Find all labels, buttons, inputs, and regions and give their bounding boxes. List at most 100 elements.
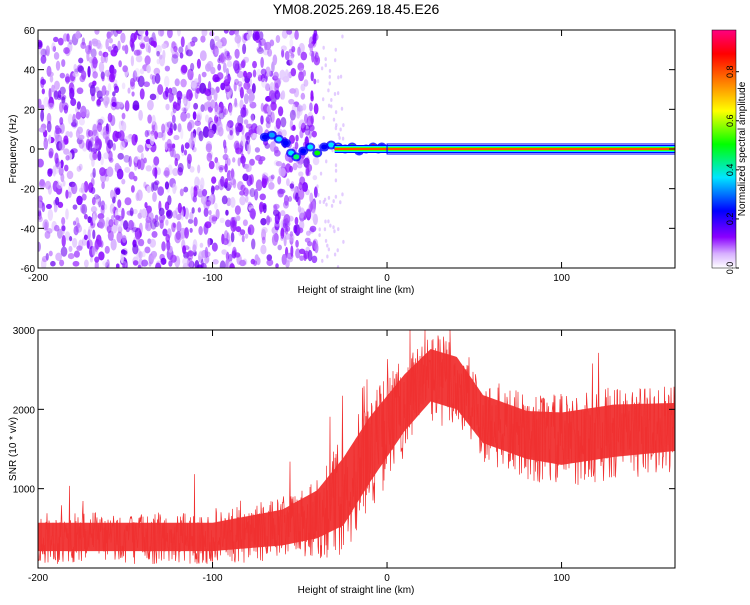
background-blob [39, 47, 44, 58]
background-blob [293, 224, 298, 234]
background-blob [72, 237, 78, 248]
background-blob [38, 216, 43, 223]
background-blob [155, 91, 160, 101]
background-blob [187, 42, 191, 50]
background-blob [218, 164, 225, 171]
background-blob [260, 244, 267, 255]
background-blob [218, 178, 225, 191]
background-blob [289, 183, 295, 189]
background-blob [214, 185, 220, 191]
background-blob [188, 260, 195, 268]
background-blob [141, 250, 146, 258]
spectrogram-xlabel: Height of straight line (km) [298, 285, 415, 296]
background-blob [209, 31, 215, 37]
background-blob [60, 173, 65, 183]
background-blob [76, 165, 82, 172]
background-blob [228, 91, 232, 99]
background-blob [219, 217, 225, 224]
background-blob [53, 36, 59, 43]
background-blob [277, 244, 282, 251]
background-blob [340, 106, 344, 111]
x-tick-label: 100 [553, 573, 570, 584]
background-blob [231, 250, 237, 259]
background-blob [141, 208, 148, 219]
background-blob [205, 199, 211, 207]
background-blob [76, 222, 81, 229]
background-blob [96, 98, 101, 106]
background-blob [211, 242, 218, 252]
background-blob [97, 240, 102, 248]
background-blob [201, 71, 207, 78]
background-blob [78, 117, 85, 126]
background-blob [270, 174, 275, 180]
background-blob [280, 167, 286, 177]
x-tick-label: -200 [28, 273, 48, 284]
background-blob [91, 245, 96, 257]
background-blob [270, 101, 277, 111]
background-blob [312, 175, 318, 181]
background-blob [115, 214, 121, 221]
background-blob [180, 111, 188, 122]
background-blob [108, 219, 114, 228]
background-blob [166, 121, 174, 129]
background-blob [59, 259, 65, 267]
background-blob [220, 175, 225, 187]
background-blob [52, 180, 59, 193]
background-blob [47, 97, 55, 110]
transition-blob-core [328, 142, 335, 148]
background-blob [313, 78, 317, 85]
background-blob [332, 199, 335, 204]
background-blob [266, 215, 271, 226]
background-blob [94, 30, 100, 35]
background-blob [330, 98, 333, 103]
background-blob [194, 78, 199, 84]
background-blob [332, 117, 336, 122]
background-blob [298, 71, 305, 82]
background-blob [118, 130, 125, 142]
transition-blob-core [282, 140, 289, 146]
background-blob [293, 87, 300, 98]
background-blob [78, 239, 84, 251]
background-blob [59, 86, 66, 95]
background-blob [330, 104, 333, 109]
background-blob [311, 255, 318, 264]
background-blob [203, 207, 209, 218]
colorbar: 0.0 0.2 0.4 0.6 0.8 Normalized spectral ampl… [711, 29, 748, 274]
background-blob [234, 34, 242, 44]
background-blob [69, 236, 73, 242]
background-blob [66, 33, 70, 42]
background-blob [80, 182, 86, 195]
x-tick-label: -100 [203, 573, 223, 584]
background-blob [128, 219, 134, 231]
background-blob [191, 36, 198, 43]
colorbar-gradient [711, 29, 737, 269]
snr-trace [38, 330, 675, 565]
background-blob [282, 200, 289, 209]
background-blob [59, 72, 66, 79]
background-blob [128, 171, 135, 180]
background-blob [342, 239, 345, 244]
background-blob [167, 195, 172, 206]
background-blob [153, 67, 161, 76]
background-blob [75, 30, 81, 40]
background-blob [249, 187, 256, 198]
background-blob [145, 216, 152, 224]
background-blob [312, 156, 320, 166]
background-blob [208, 160, 215, 170]
background-blob [171, 54, 179, 65]
band-core [334, 148, 675, 150]
background-blob [110, 189, 115, 200]
background-blob [170, 254, 177, 263]
background-blob [44, 221, 48, 231]
background-blob [99, 167, 106, 177]
background-blob [128, 155, 132, 168]
background-blob [59, 101, 64, 113]
background-blob [280, 116, 287, 128]
background-blob [184, 142, 190, 149]
background-blob [190, 186, 194, 198]
background-blob [269, 141, 276, 152]
chart-title: YM08.2025.269.18.45.E26 [273, 1, 440, 17]
background-blob [174, 157, 178, 167]
background-blob [298, 171, 304, 177]
background-blob [264, 143, 271, 149]
